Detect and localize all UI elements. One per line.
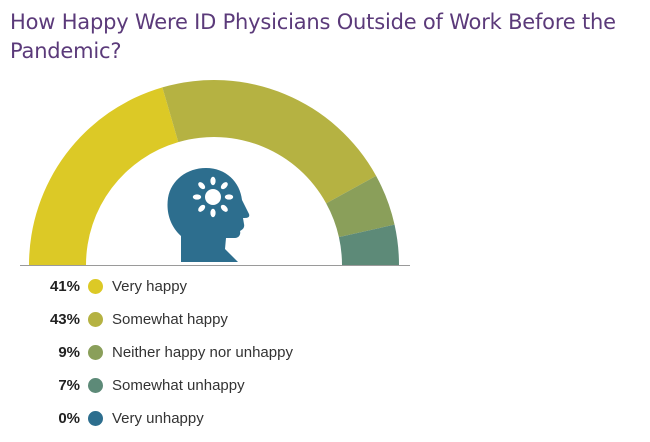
- slice-somewhat-unhappy: [338, 224, 399, 265]
- sun-ray: [210, 176, 216, 186]
- slice-neither-happy-nor-unhappy: [326, 175, 395, 238]
- legend-label: Very happy: [112, 278, 188, 295]
- legend-item: 0% Very unhappy: [18, 402, 293, 435]
- legend-percent: 9%: [58, 344, 80, 361]
- sun-ray: [220, 182, 228, 190]
- sun-ray: [198, 204, 206, 212]
- half-donut-chart: [20, 80, 410, 266]
- legend-label: Neither happy nor unhappy: [112, 344, 293, 361]
- head-silhouette: [167, 168, 250, 262]
- legend-swatch: [88, 411, 103, 426]
- legend-percent: 41%: [49, 278, 80, 295]
- chart-title: How Happy Were ID Physicians Outside of …: [10, 10, 616, 63]
- legend-swatch: [88, 378, 103, 393]
- legend-percent: 7%: [58, 377, 80, 394]
- legend-label: Somewhat unhappy: [112, 377, 245, 394]
- legend-item: 41% Very happy: [18, 270, 293, 303]
- sun-ray: [220, 204, 228, 212]
- sun-ray: [198, 182, 206, 190]
- legend-swatch: [88, 345, 103, 360]
- slice-very-happy: [29, 87, 179, 265]
- legend-item: 43% Somewhat happy: [18, 303, 293, 336]
- slices-group: [29, 80, 399, 265]
- legend-percent: 43%: [49, 311, 80, 328]
- legend-label: Somewhat happy: [112, 311, 228, 328]
- legend-percent: 0%: [58, 410, 80, 427]
- sun-ray: [224, 194, 234, 200]
- sun-core: [205, 189, 221, 205]
- legend-label: Very unhappy: [112, 410, 204, 427]
- legend-item: 7% Somewhat unhappy: [18, 369, 293, 402]
- legend: 41% Very happy 43% Somewhat happy 9% Neither …: [18, 270, 293, 435]
- legend-item: 9% Neither happy nor unhappy: [18, 336, 293, 369]
- legend-swatch: [88, 279, 103, 294]
- slice-somewhat-happy: [162, 80, 377, 204]
- sun-ray: [210, 208, 216, 218]
- legend-swatch: [88, 312, 103, 327]
- sun-ray: [192, 194, 202, 200]
- head-with-sun-icon: [167, 168, 250, 262]
